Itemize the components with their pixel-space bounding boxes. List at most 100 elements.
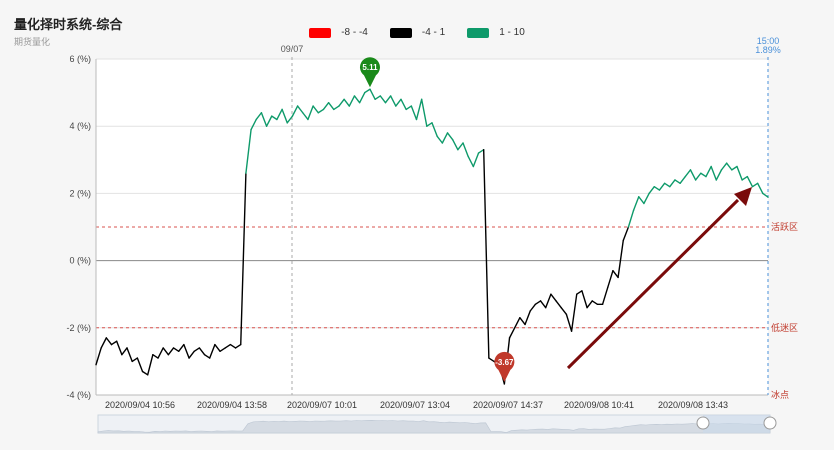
x-tick-label: 2020/09/07 13:04 <box>380 400 450 410</box>
zoom-slider-window <box>703 415 770 433</box>
series-segment <box>302 112 309 121</box>
trend-arrow-shaft <box>566 198 740 370</box>
series-segment <box>348 95 356 107</box>
series-segment <box>136 357 144 373</box>
x-tick-label: 2020/09/04 13:58 <box>197 400 267 410</box>
series-segment <box>384 95 392 104</box>
series-segment <box>586 300 593 309</box>
series-segment <box>751 182 759 188</box>
series-segment <box>353 95 361 104</box>
series-segment <box>234 343 242 349</box>
x-tick-label: 2020/09/04 10:56 <box>105 400 175 410</box>
legend-swatch-black <box>389 27 412 38</box>
series-segment <box>715 169 723 181</box>
series-segment <box>358 91 366 104</box>
zone-label: 低迷区 <box>771 322 798 333</box>
series-segment <box>245 128 252 174</box>
series-segment <box>146 353 154 376</box>
series-segment <box>405 105 413 111</box>
series-segment <box>131 357 139 363</box>
series-segment <box>638 196 645 205</box>
series-segment <box>327 101 335 111</box>
series-segment <box>746 175 754 188</box>
legend-swatch-red <box>309 27 332 38</box>
legend-item-black[interactable]: -4 - 1 <box>389 27 446 38</box>
series-segment <box>576 290 583 295</box>
x-tick-label: 2020/09/07 14:37 <box>473 400 543 410</box>
series-segment <box>643 192 650 205</box>
zoom-handle-right[interactable] <box>763 416 777 430</box>
min-pin-label: -3.67 <box>495 358 514 367</box>
series-segment <box>436 135 444 144</box>
series-segment <box>374 95 382 101</box>
series-segment <box>312 105 319 114</box>
series-segment <box>591 300 599 305</box>
series-segment <box>400 98 407 111</box>
series-segment <box>731 165 738 171</box>
series-segment <box>307 105 314 121</box>
series-segment <box>741 175 749 181</box>
series-segment <box>441 132 449 144</box>
series-segment <box>250 118 257 131</box>
y-tick-label: 6 (%) <box>69 54 91 64</box>
zoom-handle-left[interactable] <box>696 416 710 430</box>
series-segment <box>514 317 521 329</box>
series-segment <box>653 185 661 191</box>
series-segment <box>271 115 278 121</box>
series-segment <box>694 172 702 181</box>
series-segment <box>214 343 221 353</box>
legend: -8 - -4 -4 - 1 1 - 10 <box>0 27 834 38</box>
series-segment <box>617 239 624 279</box>
zoom-slider-preview <box>97 419 771 434</box>
y-tick-label: -4 (%) <box>67 390 92 400</box>
series-segment <box>224 343 232 349</box>
series-segment <box>240 172 247 346</box>
legend-label-black: -4 - 1 <box>421 27 446 38</box>
series-segment <box>669 179 676 188</box>
series-segment <box>710 165 718 181</box>
series-segment <box>121 347 128 356</box>
series-segment <box>183 343 190 359</box>
series-segment <box>700 172 707 178</box>
end-value-label: 1.89% <box>755 45 781 55</box>
series-segment <box>488 357 495 363</box>
series-segment <box>229 343 237 349</box>
series-segment <box>172 347 180 353</box>
chart-title: 量化择时系统-综合 <box>14 17 123 32</box>
series-segment <box>317 108 325 114</box>
series-segment <box>219 347 226 353</box>
series-segment <box>601 286 609 305</box>
series-segment <box>431 122 438 137</box>
legend-item-red[interactable]: -8 - -4 <box>309 27 368 38</box>
series-segment <box>100 337 108 349</box>
trend-arrow-head <box>734 187 752 206</box>
series-segment <box>420 98 428 127</box>
series-segment <box>255 112 263 121</box>
x-tick-label: 2020/09/08 13:43 <box>658 400 728 410</box>
series-segment <box>209 343 216 359</box>
series-segment <box>260 112 268 127</box>
series-segment <box>364 88 371 94</box>
series-segment <box>110 340 118 346</box>
series-segment <box>612 269 619 279</box>
series-segment <box>265 115 273 127</box>
series-segment <box>529 303 537 312</box>
series-segment <box>555 300 562 309</box>
series-segment <box>291 105 299 117</box>
legend-item-green[interactable]: 1 - 10 <box>467 27 525 38</box>
min-pin-shape <box>494 351 515 382</box>
chart-subtitle: 期货量化 <box>14 37 51 47</box>
series-segment <box>762 192 769 198</box>
series-segment <box>426 122 433 127</box>
series-segment <box>286 115 294 124</box>
series-segment <box>333 105 340 111</box>
series-segment <box>296 105 304 114</box>
x-tick-label: 2020/09/07 10:01 <box>287 400 357 410</box>
max-pin-shape <box>359 57 380 88</box>
series-segment <box>756 182 764 195</box>
series-segment <box>736 165 743 181</box>
series-segment <box>395 98 402 107</box>
y-tick-label: 2 (%) <box>69 188 91 198</box>
